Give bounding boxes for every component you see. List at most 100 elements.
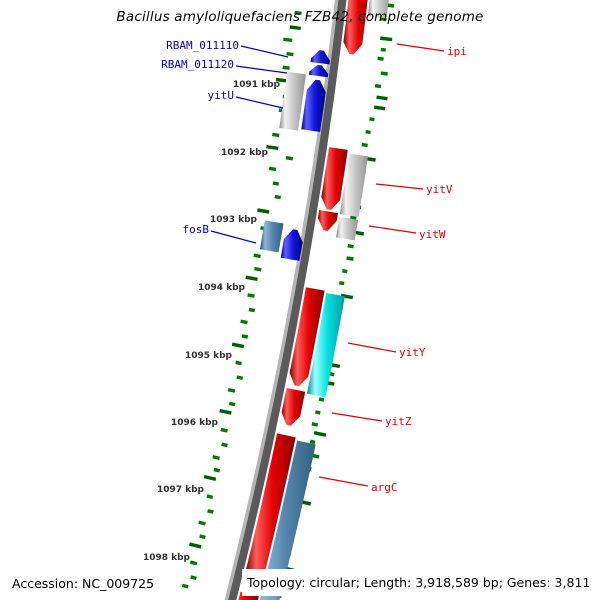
orf-dash (219, 409, 232, 415)
orf-dash (198, 520, 206, 526)
orf-dash (340, 293, 354, 300)
orf-dash (213, 467, 221, 473)
orf-dash (220, 427, 228, 433)
gene-category-arrow-argC[interactable] (249, 440, 316, 600)
footer-topology: Topology: circular; Length: 3,918,589 bp… (242, 569, 600, 596)
orf-dash (272, 181, 280, 186)
orf-dash (231, 342, 245, 349)
orf-dash (248, 307, 256, 313)
genome-backbone (228, 0, 347, 600)
label-leader-line (235, 96, 284, 109)
orf-dash (309, 439, 316, 445)
gene-label-fosB[interactable]: fosB (183, 223, 210, 236)
gene-label-yitW[interactable]: yitW (419, 228, 446, 241)
orf-dash (374, 84, 382, 89)
orf-dash (285, 156, 294, 161)
orf-dash (241, 334, 249, 339)
orf-dash (379, 36, 393, 42)
orf-dash (294, 10, 302, 15)
orf-dash (282, 65, 290, 70)
orf-dash (380, 71, 388, 76)
orf-dash (272, 132, 280, 138)
orf-dash (361, 142, 368, 148)
label-leader-line (396, 43, 445, 52)
orf-dash (190, 575, 197, 580)
gene-arrow-yitZ[interactable] (281, 388, 306, 426)
orf-dash (189, 542, 202, 549)
orf-dash (181, 583, 189, 589)
gene-category-arrow-fosB[interactable] (259, 220, 284, 253)
orf-dash (377, 56, 384, 61)
gene-category-arrow-yitY[interactable] (306, 293, 345, 398)
orf-dash (373, 105, 386, 111)
orf-dash (268, 166, 277, 172)
gene-arrow-yitW[interactable] (317, 210, 338, 231)
gene-category-arrow-yitU[interactable] (279, 71, 306, 131)
gene-arrow-RBAM_011110[interactable] (310, 50, 330, 65)
gene-arrow-yitU[interactable] (301, 79, 326, 132)
gene-label-yitU[interactable]: yitU (208, 89, 235, 102)
label-leader-line (331, 412, 383, 422)
gene-label-yitZ[interactable]: yitZ (385, 415, 412, 428)
orf-dash (346, 256, 354, 261)
orf-dash (274, 194, 281, 200)
gene-arrow-ipi[interactable] (343, 0, 370, 55)
label-leader-line (240, 45, 289, 58)
kbp-tick-label: 1095 kbp (185, 351, 233, 361)
gene-label-ipi[interactable]: ipi (447, 45, 467, 58)
orf-dash (235, 360, 242, 366)
kbp-tick-label: 1097 kbp (157, 485, 205, 495)
label-leader-line (368, 225, 417, 234)
orf-dash (311, 422, 319, 427)
orf-dash (247, 293, 255, 298)
kbp-tick-label: 1094 kbp (198, 283, 246, 293)
orf-dash (342, 269, 348, 274)
gene-arrow-fosB[interactable] (280, 229, 303, 261)
gene-category-arrow-yitW[interactable] (336, 216, 359, 241)
kbp-tick-label: 1098 kbp (143, 553, 191, 563)
orf-dash (365, 130, 371, 135)
orf-dash (229, 401, 236, 407)
orf-dash (189, 560, 198, 566)
label-leader-line (210, 230, 257, 244)
orf-dash (221, 442, 228, 448)
gene-arrow-yitV[interactable] (321, 147, 348, 210)
orf-dash (206, 494, 214, 499)
label-leader-line (347, 342, 397, 353)
orf-dash (283, 37, 293, 42)
orf-dash (338, 281, 345, 286)
kbp-tick-label: 1091 kbp (233, 80, 281, 90)
gene-arrow-yitY[interactable] (289, 287, 325, 387)
gene-label-yitV[interactable]: yitV (426, 183, 453, 196)
orf-dash (266, 145, 279, 151)
gene-label-yitY[interactable]: yitY (399, 346, 426, 359)
gene-arrow-RBAM_011120[interactable] (308, 64, 329, 78)
gene-label-argC[interactable]: argC (371, 481, 398, 494)
orf-dash (380, 47, 386, 52)
figure-title: Bacillus amyloliquefaciens FZB42, comple… (116, 9, 484, 25)
orf-dash (236, 375, 243, 380)
orf-dash (347, 244, 354, 249)
orf-dash (203, 475, 217, 481)
orf-dash (253, 253, 261, 259)
gene-label-RBAM_011120[interactable]: RBAM_011120 (161, 58, 234, 71)
gene-arrow-argC[interactable] (245, 433, 296, 588)
orf-dash (286, 52, 294, 57)
orf-dash (199, 534, 206, 540)
gene-category-arrow-yitV[interactable] (339, 153, 369, 218)
gene-label-RBAM_011110[interactable]: RBAM_011110 (166, 39, 239, 52)
kbp-tick-label: 1096 kbp (171, 418, 219, 428)
orf-dash (254, 266, 262, 272)
label-leader-line (235, 65, 288, 74)
kbp-tick-label: 1092 kbp (221, 148, 269, 158)
orf-dash (207, 509, 214, 514)
kbp-tick-label: 1093 kbp (210, 215, 258, 225)
orf-dash (257, 208, 270, 214)
orf-dash (313, 431, 327, 437)
orf-dash (212, 455, 220, 460)
gene-category-arrow-ipi[interactable] (367, 0, 392, 19)
orf-dash (315, 410, 321, 415)
orf-dash (369, 117, 375, 122)
